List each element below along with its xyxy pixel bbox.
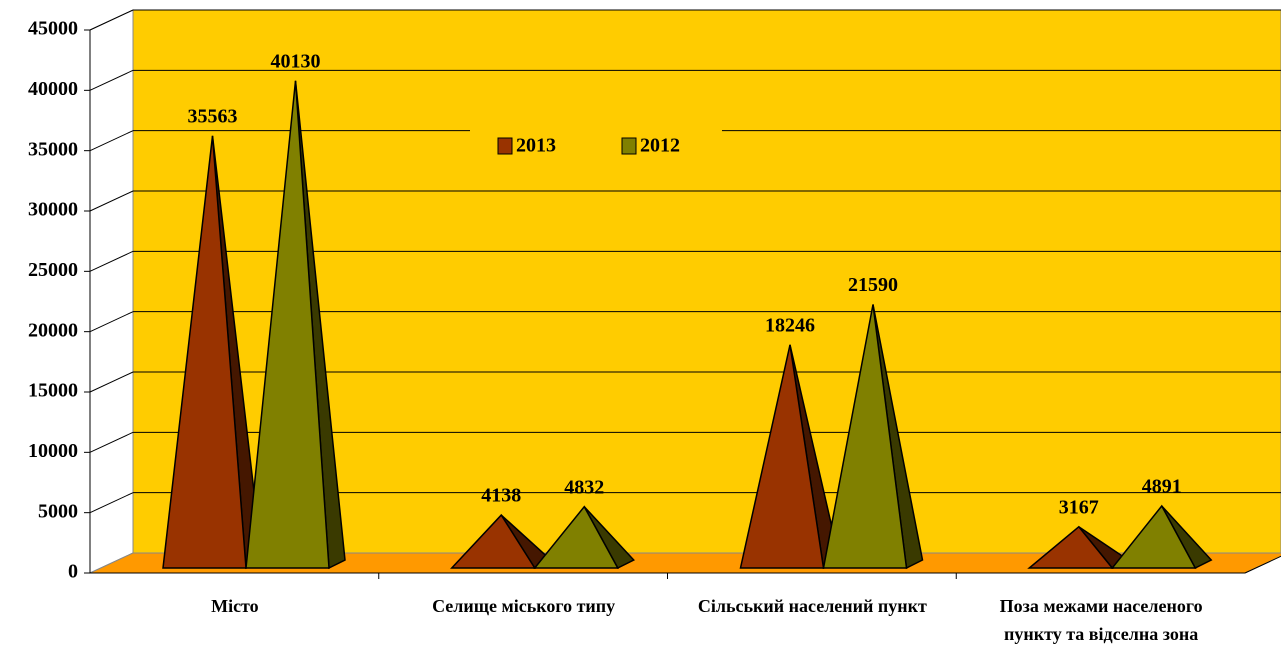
y-tick-label: 45000: [28, 18, 78, 40]
grid-line: [89, 190, 134, 212]
x-tick-label: Сільський населений пункт: [697, 596, 927, 616]
legend-label: 2013: [516, 135, 556, 157]
pyramid: [450, 513, 537, 569]
value-label: 4832: [564, 476, 604, 498]
pyramid: [245, 80, 330, 569]
x-tick-label: Місто: [211, 596, 259, 616]
grid-line: [89, 250, 134, 272]
legend-swatch: [497, 137, 513, 155]
x-tick-label: Селище міського типу: [432, 596, 616, 616]
legend-swatch: [621, 137, 637, 155]
grid-line: [89, 9, 134, 31]
value-label: 3167: [1059, 496, 1099, 518]
value-label: 35563: [188, 105, 238, 127]
y-tick-label: 0: [68, 561, 78, 583]
value-label: 21590: [848, 274, 898, 296]
grid-line: [89, 492, 134, 514]
pyramid: [739, 344, 825, 569]
pyramid: [1110, 504, 1197, 569]
y-tick-label: 20000: [28, 319, 78, 341]
y-tick-label: 15000: [28, 380, 78, 402]
grid-line: [89, 371, 134, 393]
side-wall: [89, 9, 134, 574]
grid-line: [89, 431, 134, 453]
y-tick-label: 10000: [28, 440, 78, 462]
grid-line: [89, 311, 134, 333]
y-tick-label: 30000: [28, 199, 78, 221]
pyramid: [162, 135, 247, 569]
grid-line: [89, 69, 134, 91]
value-label: 4891: [1142, 476, 1182, 498]
value-label: 40130: [271, 50, 321, 72]
pyramid: [533, 505, 620, 569]
y-tick-label: 35000: [28, 138, 78, 160]
y-tick-label: 40000: [28, 78, 78, 100]
x-tick-label: Поза межами населеного пункту та відселн…: [999, 596, 1203, 644]
grid-line: [89, 130, 134, 152]
pyramid: [1027, 525, 1114, 569]
pyramid: [822, 304, 908, 569]
legend-label: 2012: [640, 135, 680, 157]
value-label: 4138: [481, 485, 521, 507]
y-tick-label: 5000: [38, 500, 78, 522]
y-tick-label: 25000: [28, 259, 78, 281]
value-label: 18246: [765, 314, 815, 336]
